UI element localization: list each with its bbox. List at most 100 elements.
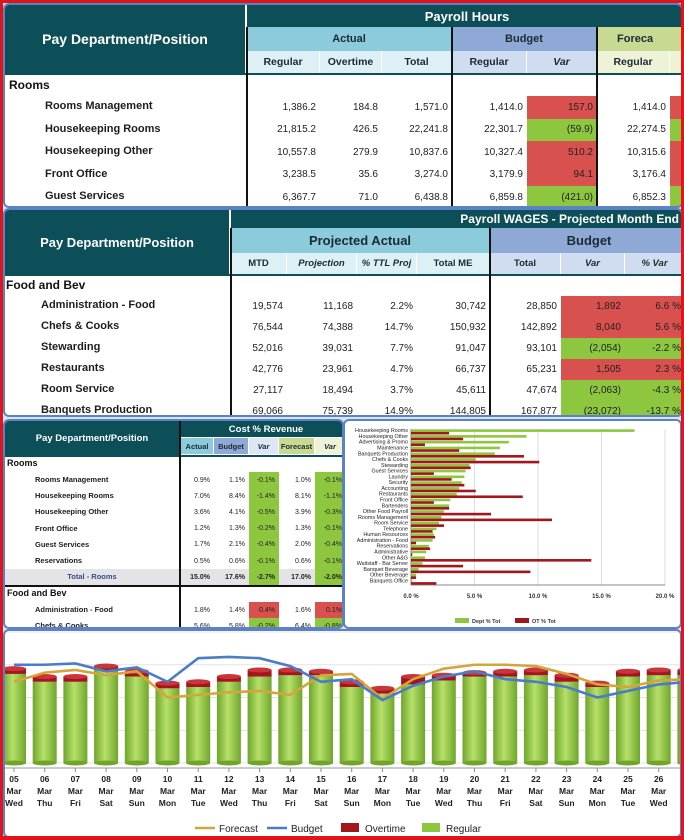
bar-overtime-cap [493,668,518,674]
hours-cell: 3,238.5 [282,169,316,181]
wages-cell: -4.3 % [625,380,681,401]
wages-cell: 2.3 % [625,359,681,380]
cost-cell: -0.1% [315,520,342,537]
hours-row-label: Housekeeping Other [45,145,153,157]
cost-cell: 5.8% [229,622,245,629]
cost-cell: 1.8% [194,606,210,614]
cost-revenue-panel: Pay Department/Position Cost % Revenue A… [3,419,344,629]
cost-cell: 0.9% [194,476,210,484]
cost-cell: 8.4% [229,492,245,500]
header-rule [5,455,342,457]
wages-cell: 1,505 [561,359,625,380]
cost-subheader: Actual [181,438,213,454]
x-tick-label: 20.0 % [656,594,675,600]
y-tick-label: Other Beverage [370,573,408,579]
hours-subheader: Overtime [320,51,381,73]
cost-subheader: Forecast [279,438,314,454]
cost-cell: 0.4% [249,602,279,619]
wages-cell: 167,877 [520,406,557,417]
cost-subheader: Var [315,438,342,454]
hours-cell: 279.9 [352,146,378,158]
bar-dept [411,498,451,502]
x-tick-label: Mar [191,786,207,796]
bar-regular [309,675,333,763]
wages-cell: 30,742 [455,301,486,312]
cost-section-rooms: Rooms [7,458,38,468]
cost-cell: 5.6% [194,622,210,629]
cost-cell: 1.4% [229,606,245,614]
x-tick-label: Tue [191,798,206,808]
bar-regular [523,675,548,763]
bar-regular [585,687,610,763]
bar-overtime [63,676,88,682]
y-tick-label: Housekeeping Other [359,434,409,440]
y-tick-label: Other Food Payroll [363,509,408,515]
bar-overtime [370,688,395,694]
bar-ot [411,564,464,568]
cost-cell: -0.4% [249,536,279,553]
hours-cell: 22,301.7 [484,124,523,136]
bar-overtime-cap [5,666,26,672]
wages-cell: 39,031 [322,343,353,354]
x-tick-label: Mar [651,786,667,796]
cost-cell: -0.5% [249,504,279,521]
legend-label: Overtime [365,824,406,835]
wages-cell: 8,040 [561,317,625,338]
line-budget [14,655,680,702]
y-tick-label: Housekeeping Rooms [355,428,408,434]
bar-dept [411,544,429,548]
hours-group-2: Foreca [597,27,681,51]
bar-ot [411,559,592,562]
daily-hours-chart-panel: 05 Mar Wed 06 Mar Thu 07 Mar Fri 08 Mar Sat 09 Mar Sun… [3,629,682,838]
y-tick-label: Banquets Office [370,578,408,584]
x-tick-label: 10.0 % [529,594,548,600]
cost-cell: 0.5% [194,557,210,565]
bar-ot [411,437,464,441]
wages-cell: 27,117 [253,385,283,396]
x-tick-label: Mar [406,786,422,796]
forecast-var-cell [670,186,681,206]
wages-cell: 150,932 [449,322,486,333]
x-tick-label: Mar [313,786,329,796]
bar-ot [411,460,540,464]
wages-title: Payroll WAGES - Projected Month End [231,210,681,228]
wages-cell: 23,961 [322,364,353,375]
wages-cell: 142,892 [520,322,557,333]
y-tick-label: Bartenders [382,503,409,509]
x-tick-label: Mar [436,786,452,796]
bar-ot [411,512,492,516]
bar-regular [431,680,456,763]
cost-row-label: Chefs & Cooks [35,621,89,629]
x-tick-label: Sun [559,798,575,808]
wages-cell: 18,494 [322,385,353,396]
bar-dept [411,446,500,450]
y-tick-label: Front Office [380,498,408,504]
cost-cell: 1.7% [194,541,210,549]
bar-regular-base [32,760,57,766]
cost-section-fnb: Food and Bev [7,588,67,598]
cost-cell: -0.1% [249,553,279,570]
y-tick-label: Chefs & Cooks [372,457,408,463]
bar-ot [411,518,552,522]
x-tick-label: Mon [159,798,176,808]
bar-overtime [493,671,518,677]
bar-ot [411,443,425,447]
x-tick-label: Mar [99,786,115,796]
bar-overtime-cap [677,668,680,672]
x-tick-label: 10 [163,774,173,784]
hours-cell: 10,315.6 [627,146,666,158]
cost-cell: 8.1% [295,492,311,500]
bar-overtime [677,669,680,676]
hours-cell: 157.0 [527,96,597,119]
bar-ot [411,478,452,481]
bar-ot [411,501,434,504]
wages-cell: (2,063) [561,380,625,401]
hours-cell: 22,241.8 [409,124,448,136]
y-tick-label: Waitstaff - Bar Server [357,561,408,567]
y-tick-label: Guest Services [371,469,408,475]
bar-dept [411,567,419,571]
y-tick-label: Banquet Beverage [363,567,408,573]
wages-row-label: Room Service [41,383,115,395]
bar-regular [94,669,119,763]
hours-group-0: Actual [247,27,451,51]
